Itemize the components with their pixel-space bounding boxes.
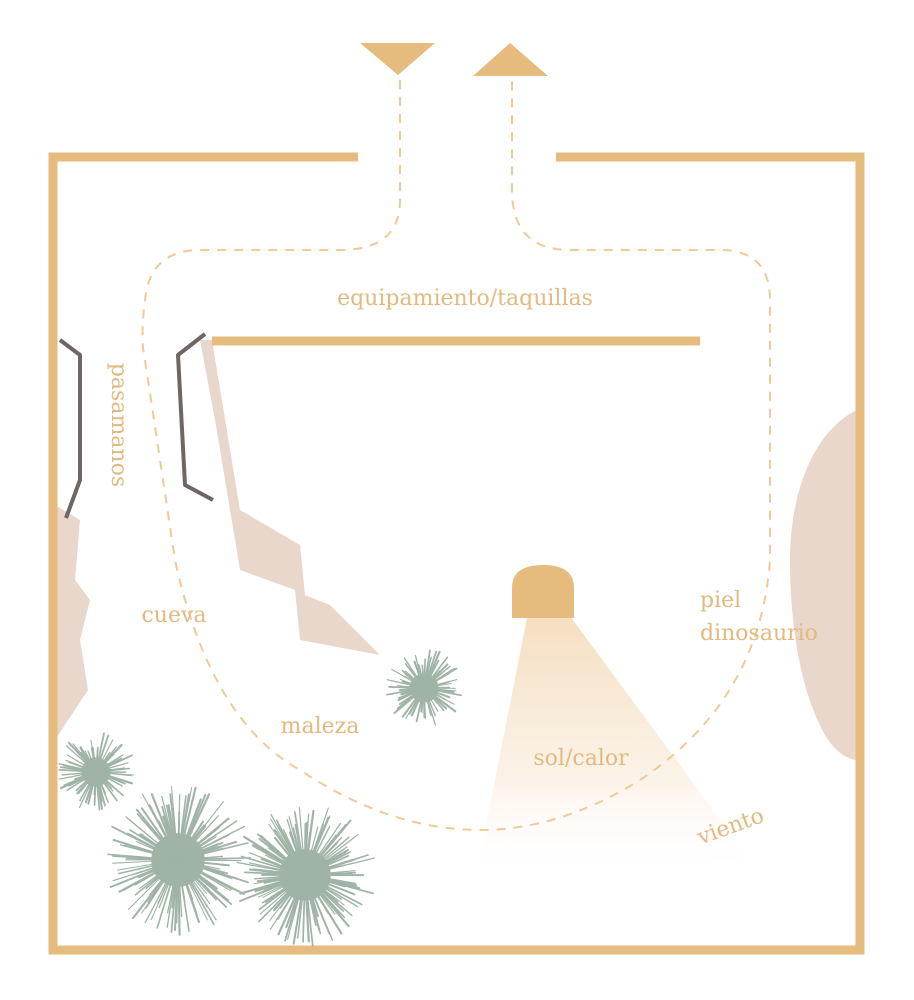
dino-skin-label-line1: piel — [700, 588, 741, 613]
cave-rock-formation — [200, 340, 380, 655]
spiky-shrub-icon — [107, 786, 252, 936]
sun-heat-beam — [475, 612, 750, 880]
spiky-shrub-icon — [386, 649, 462, 726]
cave-label: cueva — [141, 603, 206, 628]
sun-heat-label: sol/calor — [533, 746, 629, 771]
building-wall — [48, 152, 865, 955]
spiky-shrub-icon — [58, 732, 134, 811]
spiky-shrub-icon — [236, 807, 376, 947]
shrub-group — [58, 649, 462, 947]
equipment-lockers-label: equipamiento/taquillas — [337, 286, 593, 311]
triangle-down-icon — [360, 43, 435, 75]
handrail-label: pasamanos — [106, 363, 131, 487]
heat-lamp-icon — [512, 565, 574, 618]
handrail-right — [176, 332, 214, 502]
handrail-left — [58, 338, 82, 519]
dinosaur-skin-rock — [790, 410, 857, 760]
triangle-up-icon — [473, 43, 548, 76]
undergrowth-label: maleza — [281, 714, 360, 739]
visitor-route-path — [141, 80, 771, 832]
left-rock-wall — [55, 505, 90, 740]
dino-skin-label-line2: dinosaurio — [700, 621, 818, 646]
